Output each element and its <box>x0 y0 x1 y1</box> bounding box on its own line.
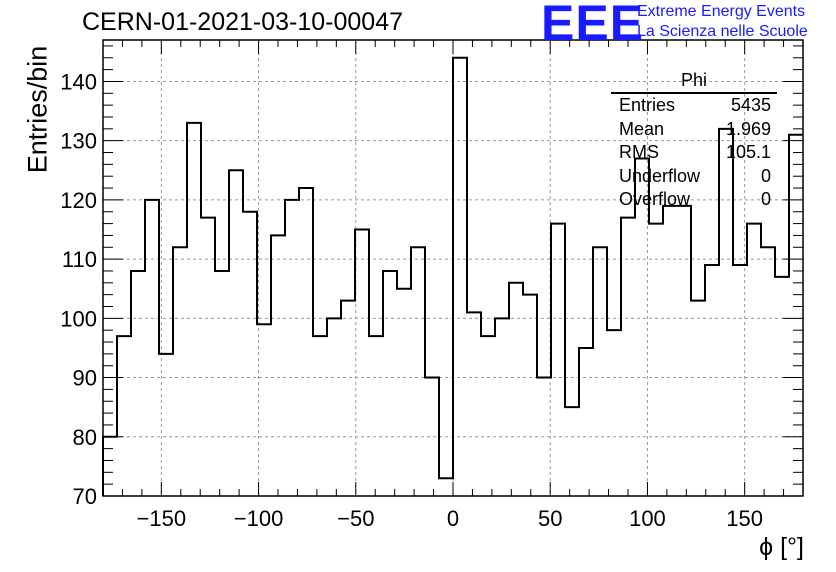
histogram-bin <box>789 135 803 496</box>
histogram-bin <box>257 324 271 496</box>
y-tick-label: 140 <box>60 69 97 94</box>
histogram-bin <box>761 247 775 496</box>
histogram-bin <box>537 378 551 496</box>
stats-row-rms: RMS 105.1 <box>611 141 777 165</box>
stats-row-mean: Mean 1.969 <box>611 118 777 142</box>
histogram-bin <box>747 224 761 496</box>
x-tick-label: 100 <box>629 506 666 531</box>
stats-value: 5435 <box>730 95 771 115</box>
histogram-bin <box>201 218 215 496</box>
histogram-bin <box>481 336 495 496</box>
logo-line-2: La Scienza nelle Scuole <box>637 23 808 40</box>
histogram-line <box>102 56 803 496</box>
histogram-bin <box>369 336 383 496</box>
histogram-bin <box>509 283 523 496</box>
chart-title: CERN-01-2021-03-10-00047 <box>82 8 404 36</box>
histogram-bin <box>327 318 341 496</box>
histogram-bin <box>565 407 579 496</box>
x-tick-label: −50 <box>337 506 374 531</box>
histogram-bin <box>131 271 145 496</box>
plot-frame <box>102 39 804 497</box>
x-axis-label: ϕ [°] <box>759 533 804 561</box>
histogram-bin <box>649 224 663 496</box>
y-tick-label: 70 <box>73 484 97 509</box>
y-tick-label: 100 <box>60 306 97 331</box>
histogram-bin <box>271 235 285 496</box>
x-tick-label: 150 <box>726 506 763 531</box>
histogram-bin <box>299 188 313 496</box>
stats-label: Underflow <box>619 165 701 186</box>
histogram-bin <box>691 301 705 496</box>
stats-label: Mean <box>619 118 665 139</box>
histogram-bin <box>467 312 481 496</box>
histogram-bin <box>383 271 397 496</box>
stats-row-underflow: Underflow 0 <box>611 165 777 189</box>
histogram-bin <box>355 230 369 496</box>
histogram-bin <box>425 378 439 496</box>
histogram-bin <box>411 247 425 496</box>
eee-logo: EEE <box>541 0 645 51</box>
histogram-bin <box>439 478 453 496</box>
histogram-bin <box>579 348 593 496</box>
x-tick-label: −100 <box>234 506 284 531</box>
histogram-bin <box>523 295 537 496</box>
histogram-bin <box>145 200 159 496</box>
histogram-bin <box>187 123 201 496</box>
stats-value: 0 <box>760 165 771 186</box>
histogram-bin <box>173 247 187 496</box>
y-axis-label: Entries/bin <box>22 45 53 174</box>
stats-title: Phi <box>611 70 777 94</box>
y-tick-label: 120 <box>60 188 97 213</box>
stats-value: 1.969 <box>725 118 771 139</box>
histogram-bin <box>705 265 719 496</box>
y-tick-label: 130 <box>60 129 97 154</box>
x-tick-label: −150 <box>137 506 187 531</box>
stats-label: Overflow <box>619 189 691 209</box>
histogram-bin <box>243 212 257 496</box>
histogram-bin <box>103 437 117 496</box>
stats-value: 0 <box>760 189 771 209</box>
x-tick-label: 0 <box>447 506 459 531</box>
histogram-bin <box>313 336 327 496</box>
histogram-bin <box>215 271 229 496</box>
stats-value: 105.1 <box>725 142 771 162</box>
histogram-bin <box>593 247 607 496</box>
histogram-bin <box>229 170 243 496</box>
y-tick-label: 90 <box>73 366 97 391</box>
y-tick-label: 80 <box>73 425 97 450</box>
histogram-bin <box>495 318 509 496</box>
histogram-bin <box>663 206 677 496</box>
stats-row-entries: Entries 5435 <box>611 94 777 118</box>
histogram-bin <box>453 58 467 496</box>
y-tick-label: 110 <box>62 247 97 272</box>
histogram-bin <box>733 265 747 496</box>
histogram-bin <box>285 200 299 496</box>
stats-box: Phi Entries 5435 Mean 1.969 RMS 105.1 Un… <box>611 70 777 212</box>
histogram-bin <box>397 289 411 496</box>
histogram-bin <box>775 277 789 496</box>
x-tick-label: 50 <box>538 506 562 531</box>
stats-label: Entries <box>619 95 676 115</box>
histogram-bin <box>607 330 621 496</box>
logo-line-1: Extreme Energy Events <box>637 3 806 20</box>
stats-row-overflow: Overflow 0 <box>611 188 777 212</box>
histogram-bin <box>621 218 635 496</box>
stats-label: RMS <box>619 142 659 162</box>
histogram-bin <box>341 301 355 496</box>
histogram-bin <box>117 336 131 496</box>
histogram-bin <box>551 224 565 496</box>
histogram-bin <box>677 206 691 496</box>
histogram-bin <box>159 354 173 496</box>
